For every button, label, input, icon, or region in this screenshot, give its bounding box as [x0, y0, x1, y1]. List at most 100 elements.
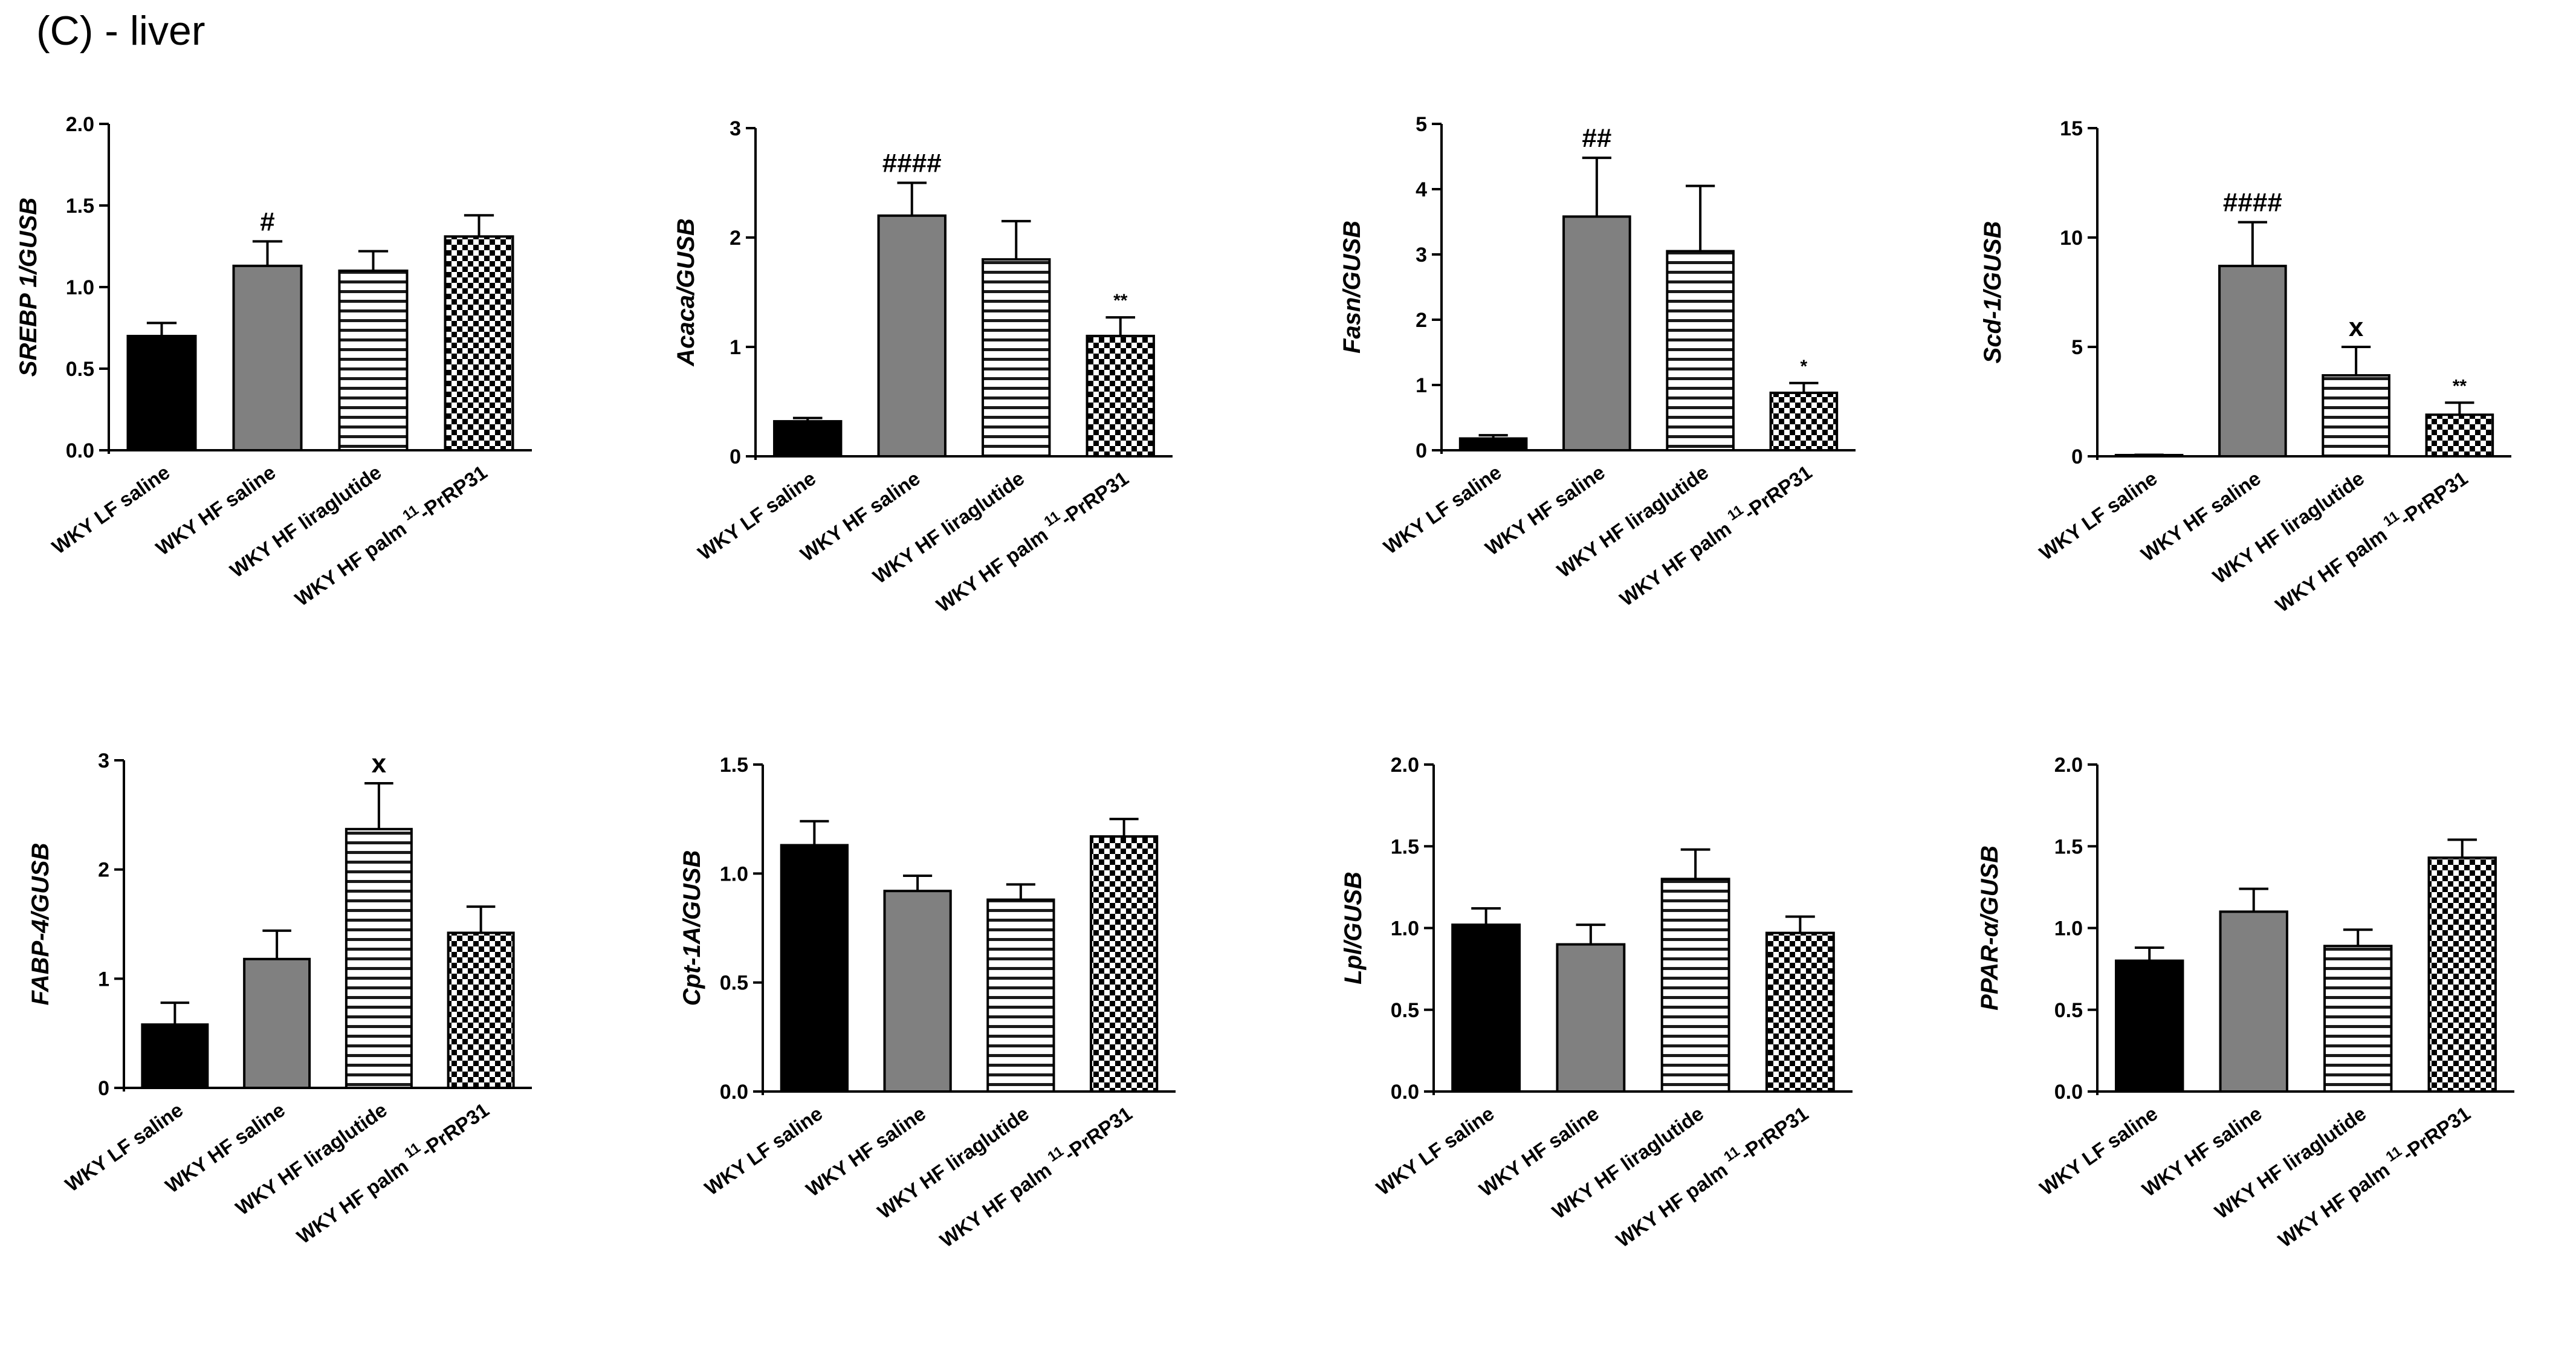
y-tick-label: 1.5 — [66, 195, 94, 218]
y-tick-label: 0 — [730, 445, 741, 468]
y-tick-label: 0 — [1416, 439, 1427, 462]
x-category-label: WKY HF palm 11-PrRP31 — [1613, 458, 1816, 610]
bar-wky-lf-saline — [780, 844, 849, 1093]
bar-wky-hf-palm11-prrp31 — [2427, 856, 2497, 1093]
y-tick-label: 0 — [98, 1077, 109, 1100]
bar-wky-hf-saline — [1562, 215, 1631, 451]
bar-wky-hf-liraglutide — [2322, 374, 2390, 458]
y-tick-label: 0.5 — [66, 358, 94, 381]
y-tick-label: 1.5 — [2054, 835, 2083, 858]
y-tick-label: 10 — [2060, 227, 2083, 250]
bar-wky-hf-saline — [243, 957, 311, 1090]
bar-wky-hf-saline — [2218, 265, 2287, 458]
y-tick-label: 1.0 — [66, 276, 94, 299]
y-tick-label: 0.0 — [720, 1081, 748, 1104]
bar-wky-lf-saline — [1451, 923, 1521, 1093]
bar-wky-hf-liraglutide — [1660, 878, 1730, 1093]
y-axis-label: Acaca/GUSB — [673, 218, 699, 367]
x-category-label: WKY HF palm 11-PrRP31 — [2271, 1099, 2474, 1252]
bar-wky-lf-saline — [141, 1023, 209, 1090]
significance-marker: #### — [882, 149, 942, 178]
y-tick-label: 2 — [1416, 309, 1427, 332]
x-category-label: WKY HF palm 11-PrRP31 — [290, 1095, 493, 1248]
y-tick-label: 2 — [730, 227, 741, 250]
bar-wky-hf-liraglutide — [345, 827, 413, 1089]
significance-marker: ## — [1582, 123, 1611, 153]
y-tick-label: 3 — [730, 117, 741, 140]
y-tick-label: 0.5 — [720, 972, 748, 995]
significance-marker: ** — [1113, 291, 1128, 311]
y-tick-label: 0 — [2071, 445, 2083, 468]
y-tick-label: 0.0 — [66, 439, 94, 462]
y-axis-label: PPAR-α/GUSB — [1976, 846, 2003, 1011]
significance-marker: x — [372, 749, 387, 778]
y-axis-label: Fasn/GUSB — [1339, 221, 1365, 354]
y-tick-label: 1.0 — [1391, 917, 1419, 940]
bar-wky-lf-saline — [2115, 959, 2184, 1093]
y-tick-label: 5 — [2071, 336, 2083, 359]
bar-wky-lf-saline — [773, 420, 843, 458]
bar-wky-hf-saline — [877, 214, 947, 458]
bar-wky-hf-palm11-prrp31 — [444, 235, 514, 451]
y-axis-label: Scd-1/GUSB — [1979, 221, 2006, 364]
bar-wky-hf-saline — [1556, 943, 1626, 1093]
y-tick-label: 3 — [1416, 244, 1427, 267]
bar-wky-hf-palm11-prrp31 — [2425, 413, 2494, 458]
significance-marker: #### — [2223, 188, 2282, 218]
y-tick-label: 1.0 — [2054, 917, 2083, 940]
y-tick-label: 4 — [1416, 178, 1427, 201]
y-axis-label: Cpt-1A/GUSB — [679, 850, 705, 1006]
y-tick-label: 0.5 — [1391, 999, 1419, 1022]
bar-wky-lf-saline — [1458, 437, 1528, 451]
y-tick-label: 3 — [98, 749, 109, 772]
bar-wky-hf-palm11-prrp31 — [1765, 931, 1835, 1093]
x-category-label: WKY HF palm 11-PrRP31 — [933, 1099, 1136, 1252]
y-axis-label: Lpl/GUSB — [1340, 872, 1367, 985]
y-tick-label: 2.0 — [66, 113, 94, 136]
y-tick-label: 0.0 — [1391, 1081, 1419, 1104]
bar-wky-hf-liraglutide — [986, 898, 1055, 1093]
bar-wky-lf-saline — [126, 335, 197, 451]
y-axis-label: SREBP 1/GUSB — [15, 198, 42, 377]
bar-wky-hf-saline — [883, 890, 952, 1093]
y-tick-label: 1 — [98, 968, 109, 991]
y-tick-label: 1 — [730, 336, 741, 359]
y-tick-label: 1.0 — [720, 862, 748, 885]
significance-marker: * — [1801, 357, 1808, 377]
bar-wky-hf-liraglutide — [1666, 250, 1735, 451]
y-tick-label: 1.5 — [720, 754, 748, 777]
bar-wky-hf-saline — [2219, 910, 2288, 1093]
bar-wky-hf-palm11-prrp31 — [1769, 391, 1839, 452]
y-axis-label: FABP-4/GUSB — [27, 843, 54, 1006]
significance-marker: ** — [2453, 376, 2467, 396]
bar-wky-hf-liraglutide — [982, 258, 1051, 458]
bar-wky-hf-liraglutide — [2323, 945, 2393, 1093]
bar-wky-hf-palm11-prrp31 — [1086, 334, 1155, 458]
bar-wky-hf-palm11-prrp31 — [1089, 835, 1159, 1093]
y-tick-label: 2.0 — [1391, 754, 1419, 777]
y-tick-label: 1.5 — [1391, 835, 1419, 858]
bar-wky-hf-saline — [232, 264, 303, 451]
y-tick-label: 5 — [1416, 113, 1427, 136]
y-tick-label: 1 — [1416, 374, 1427, 397]
bar-wky-hf-palm11-prrp31 — [447, 931, 515, 1090]
y-tick-label: 2.0 — [2054, 754, 2083, 777]
y-tick-label: 15 — [2060, 117, 2083, 140]
figure-title: (C) - liver — [36, 8, 205, 54]
significance-marker: x — [2349, 312, 2364, 342]
x-category-label: WKY HF palm 11-PrRP31 — [1610, 1099, 1812, 1252]
bar-wky-hf-liraglutide — [338, 270, 409, 451]
y-tick-label: 0.0 — [2054, 1081, 2083, 1104]
x-category-label: WKY HF palm 11-PrRP31 — [2269, 464, 2471, 616]
x-category-label: WKY HF palm 11-PrRP31 — [288, 458, 491, 610]
x-category-label: WKY HF palm 11-PrRP31 — [930, 464, 1132, 616]
